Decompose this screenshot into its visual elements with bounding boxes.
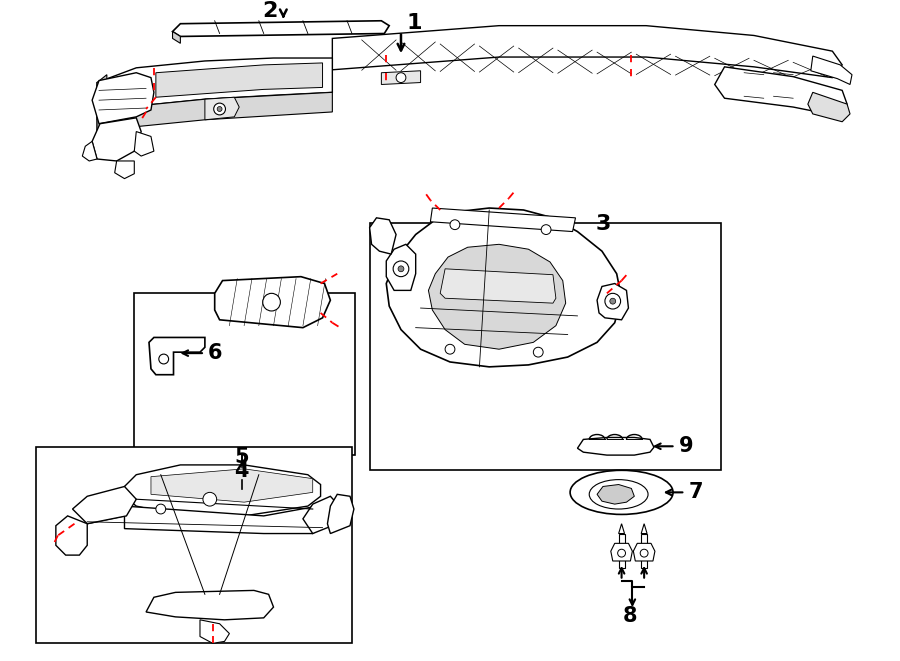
- Text: 3: 3: [595, 214, 610, 233]
- Polygon shape: [328, 494, 354, 533]
- Circle shape: [446, 344, 454, 354]
- Circle shape: [202, 492, 217, 506]
- Polygon shape: [641, 533, 647, 568]
- Circle shape: [534, 347, 543, 357]
- Circle shape: [158, 354, 168, 364]
- Polygon shape: [173, 20, 389, 36]
- Circle shape: [605, 293, 621, 309]
- Text: 2: 2: [262, 1, 277, 21]
- Polygon shape: [97, 58, 332, 120]
- Polygon shape: [200, 620, 230, 643]
- Text: 7: 7: [688, 483, 703, 502]
- Circle shape: [396, 73, 406, 83]
- Polygon shape: [578, 438, 654, 455]
- Text: 9: 9: [679, 436, 693, 456]
- Circle shape: [640, 549, 648, 557]
- Polygon shape: [634, 543, 655, 561]
- Polygon shape: [97, 93, 332, 139]
- Circle shape: [263, 293, 281, 311]
- Polygon shape: [611, 543, 633, 561]
- Circle shape: [398, 266, 404, 272]
- Text: 1: 1: [407, 13, 422, 32]
- Polygon shape: [808, 93, 850, 122]
- Polygon shape: [428, 245, 566, 349]
- Polygon shape: [87, 506, 322, 533]
- Circle shape: [610, 298, 616, 304]
- Polygon shape: [205, 97, 239, 120]
- Polygon shape: [618, 524, 625, 533]
- Polygon shape: [173, 32, 180, 44]
- Circle shape: [156, 504, 166, 514]
- Polygon shape: [92, 73, 154, 124]
- Polygon shape: [124, 465, 320, 516]
- Polygon shape: [597, 485, 634, 504]
- Polygon shape: [73, 486, 136, 524]
- FancyBboxPatch shape: [134, 293, 355, 455]
- Polygon shape: [386, 208, 622, 367]
- Polygon shape: [370, 218, 396, 254]
- Polygon shape: [382, 71, 420, 85]
- Circle shape: [450, 220, 460, 229]
- Circle shape: [541, 225, 551, 235]
- Polygon shape: [215, 277, 330, 328]
- Ellipse shape: [590, 480, 648, 509]
- Polygon shape: [92, 118, 141, 161]
- Polygon shape: [440, 269, 556, 303]
- Circle shape: [617, 549, 626, 557]
- Polygon shape: [134, 132, 154, 156]
- Text: 5: 5: [234, 447, 249, 467]
- Polygon shape: [597, 284, 628, 320]
- Text: 8: 8: [623, 605, 637, 626]
- Polygon shape: [386, 245, 416, 290]
- Circle shape: [393, 261, 409, 277]
- Polygon shape: [149, 338, 205, 375]
- Circle shape: [213, 103, 226, 115]
- Polygon shape: [114, 161, 134, 178]
- Polygon shape: [430, 208, 575, 231]
- Ellipse shape: [570, 471, 673, 514]
- Polygon shape: [303, 496, 342, 533]
- Polygon shape: [618, 533, 625, 568]
- Polygon shape: [641, 524, 647, 533]
- Polygon shape: [151, 469, 312, 502]
- Text: 6: 6: [208, 343, 222, 363]
- Polygon shape: [97, 75, 107, 139]
- Polygon shape: [56, 516, 87, 555]
- Polygon shape: [332, 26, 842, 77]
- Polygon shape: [811, 56, 852, 85]
- Circle shape: [217, 106, 222, 112]
- Polygon shape: [146, 590, 274, 620]
- FancyBboxPatch shape: [36, 447, 352, 643]
- FancyBboxPatch shape: [370, 223, 721, 470]
- Polygon shape: [82, 141, 97, 161]
- Polygon shape: [715, 67, 847, 117]
- Text: 4: 4: [234, 461, 248, 481]
- Polygon shape: [156, 63, 322, 97]
